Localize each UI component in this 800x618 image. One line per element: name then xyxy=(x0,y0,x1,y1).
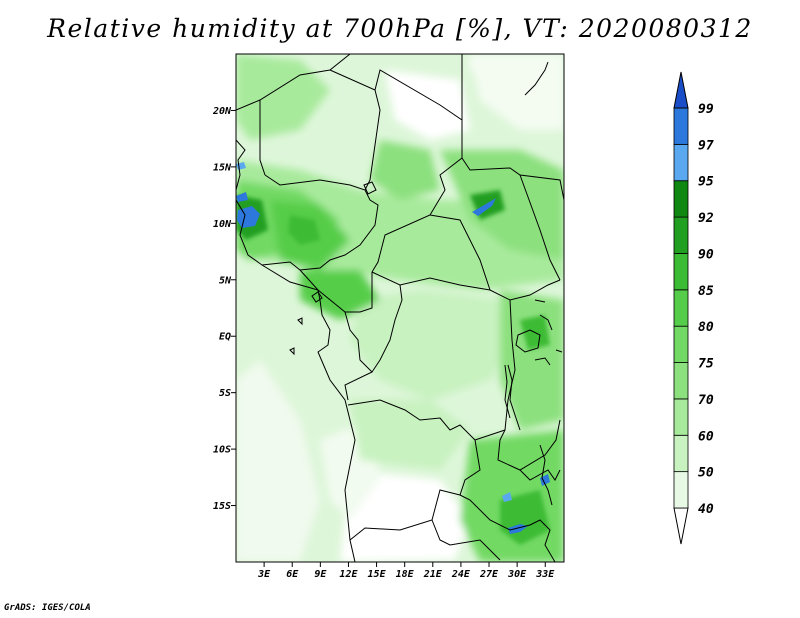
colorbar-segment xyxy=(673,325,689,363)
colorbar-segment xyxy=(673,143,689,182)
border-8 xyxy=(299,269,373,313)
moist-area-gulf xyxy=(300,270,380,320)
border-1 xyxy=(236,54,351,111)
lakes-east xyxy=(534,299,563,366)
lake-malawi xyxy=(539,444,553,506)
colorbar-label: 95 xyxy=(698,175,714,190)
humid-core-nigeria xyxy=(288,215,320,245)
border-4 xyxy=(371,69,463,273)
colorbar-segment xyxy=(673,107,689,145)
dry-area-ocean xyxy=(236,360,320,562)
lat-tick-label: 5S xyxy=(219,388,231,399)
colorbar-label: 97 xyxy=(698,138,714,153)
saturated-spot-west-3 xyxy=(236,192,248,202)
colorbar-label: 99 xyxy=(698,102,714,117)
colorbar-segment xyxy=(673,289,689,327)
lat-tick-label: 10S xyxy=(213,445,231,456)
islands-gulf xyxy=(289,291,323,356)
colorbar-label: 90 xyxy=(698,247,714,262)
border-10 xyxy=(429,214,491,291)
saturated-spot-sudan xyxy=(472,198,496,216)
lon-tick-label: 27E xyxy=(479,569,499,580)
lat-tick-label: 15S xyxy=(213,501,231,512)
lon-tick-label: 9E xyxy=(314,569,327,580)
lon-tick-label: 18E xyxy=(396,569,415,580)
dry-area-southwest xyxy=(340,470,470,562)
border-11 xyxy=(519,174,561,281)
dry-area-north xyxy=(470,54,564,130)
border-13 xyxy=(344,371,373,401)
border-16 xyxy=(474,429,506,441)
lake-victoria xyxy=(515,329,541,353)
colorbar-label: 85 xyxy=(698,284,714,299)
colorbar-segment xyxy=(673,180,689,218)
lon-tick-label: 30E xyxy=(507,569,527,580)
colorbar: 40 50 60 70 75 80 85 90 92 95 97 99 xyxy=(673,71,714,545)
colorbar-label: 92 xyxy=(698,211,714,226)
border-18 xyxy=(431,519,501,561)
lon-tick-label: 24E xyxy=(451,569,471,580)
colorbar-label: 60 xyxy=(698,429,714,444)
moist-area-lakes xyxy=(500,290,564,430)
map-title: Relative humidity at 700hPa [%], VT: 202… xyxy=(47,14,753,43)
lon-tick-label: 21E xyxy=(423,569,443,580)
lon-tick-label: 6E xyxy=(286,569,299,580)
border-14 xyxy=(347,399,481,541)
border-15 xyxy=(497,299,561,471)
lake-tanganyika xyxy=(504,364,521,431)
lat-tick-label: 20N xyxy=(212,106,232,117)
colorbar-segment xyxy=(673,362,689,400)
lat-tick-label: EQ xyxy=(219,332,231,343)
colorbar-upper-extension xyxy=(673,71,689,109)
latitude-axis: 20N 15N 10N 5N EQ 5S 10S 15S xyxy=(212,106,236,512)
saturated-spot-southeast-3 xyxy=(502,492,512,502)
coast-red-sea xyxy=(524,61,549,96)
border-19 xyxy=(519,469,561,481)
lat-tick-label: 10N xyxy=(213,219,232,230)
colorbar-lower-extension xyxy=(673,507,689,545)
lon-tick-label: 12E xyxy=(339,569,358,580)
colorbar-segment xyxy=(673,398,689,436)
colorbar-segment xyxy=(673,471,689,509)
lon-tick-label: 15E xyxy=(368,569,387,580)
colorbar-label: 50 xyxy=(698,466,714,481)
colorbar-segment xyxy=(673,216,689,254)
border-17 xyxy=(459,494,556,562)
map-frame xyxy=(235,53,565,563)
border-6 xyxy=(461,157,564,201)
colorbar-label: 70 xyxy=(698,393,714,408)
colorbar-label: 40 xyxy=(698,502,714,517)
country-boundaries xyxy=(236,54,564,562)
humidity-field xyxy=(236,54,564,562)
colorbar-segment xyxy=(673,253,689,291)
longitude-axis: 3E 6E 9E 12E 15E 18E 21E 24E 27E 30E 33E xyxy=(257,562,555,580)
grads-credit: GrADS: IGES/COLA xyxy=(4,603,91,613)
border-2 xyxy=(259,100,266,176)
coastline-west xyxy=(236,139,356,562)
colorbar-label: 75 xyxy=(698,357,714,372)
colorbar-label: 80 xyxy=(698,320,714,335)
colorbar-segment xyxy=(673,434,689,473)
lat-tick-label: 5N xyxy=(219,275,232,286)
lake-chad xyxy=(363,181,377,195)
border-12 xyxy=(344,284,403,373)
lon-tick-label: 3E xyxy=(257,569,271,580)
moist-area-chad xyxy=(370,140,440,200)
border-7 xyxy=(261,174,379,271)
lon-tick-label: 33E xyxy=(535,569,555,580)
lat-tick-label: 15N xyxy=(213,162,232,173)
moist-area-congo xyxy=(350,290,520,400)
